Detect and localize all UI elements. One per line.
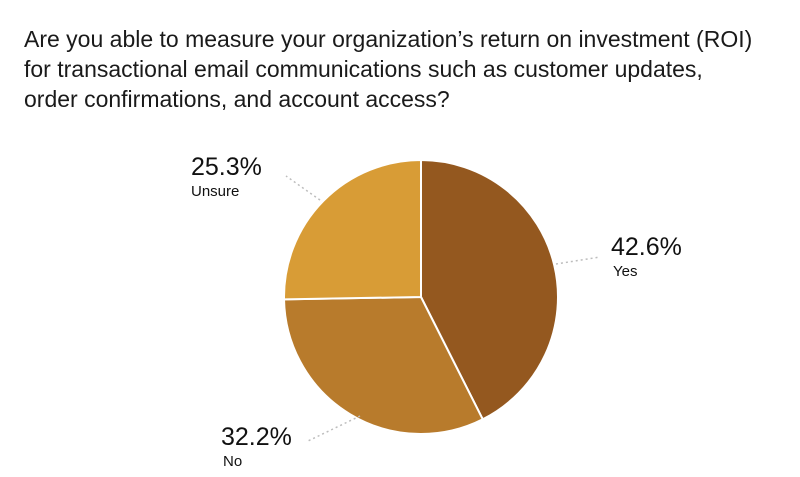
slice-percent-no: 32.2% (221, 423, 292, 451)
pie-slice-no (283, 295, 485, 435)
pie-slice-unsure (283, 158, 422, 301)
leader-line-unsure (285, 175, 321, 201)
slice-label-unsure: Unsure (191, 183, 239, 200)
leader-line-no (307, 415, 361, 442)
leader-line-yes (555, 256, 601, 265)
question-line-3: order confirmations, and account access? (24, 86, 450, 112)
pie-slice-yes (420, 158, 559, 421)
chart-question-title: Are you able to measure your organizatio… (24, 24, 784, 114)
pie-slices (283, 158, 559, 435)
question-line-1: Are you able to measure your organizatio… (24, 26, 753, 52)
slice-percent-unsure: 25.3% (191, 153, 262, 181)
slice-label-yes: Yes (613, 263, 637, 280)
question-line-2: for transactional email communications s… (24, 56, 703, 82)
leader-lines (285, 175, 601, 442)
slice-percent-yes: 42.6% (611, 233, 682, 261)
slice-label-no: No (223, 453, 242, 470)
slice-labels: 42.6% Yes 32.2% No 25.3% Unsure (191, 153, 682, 470)
